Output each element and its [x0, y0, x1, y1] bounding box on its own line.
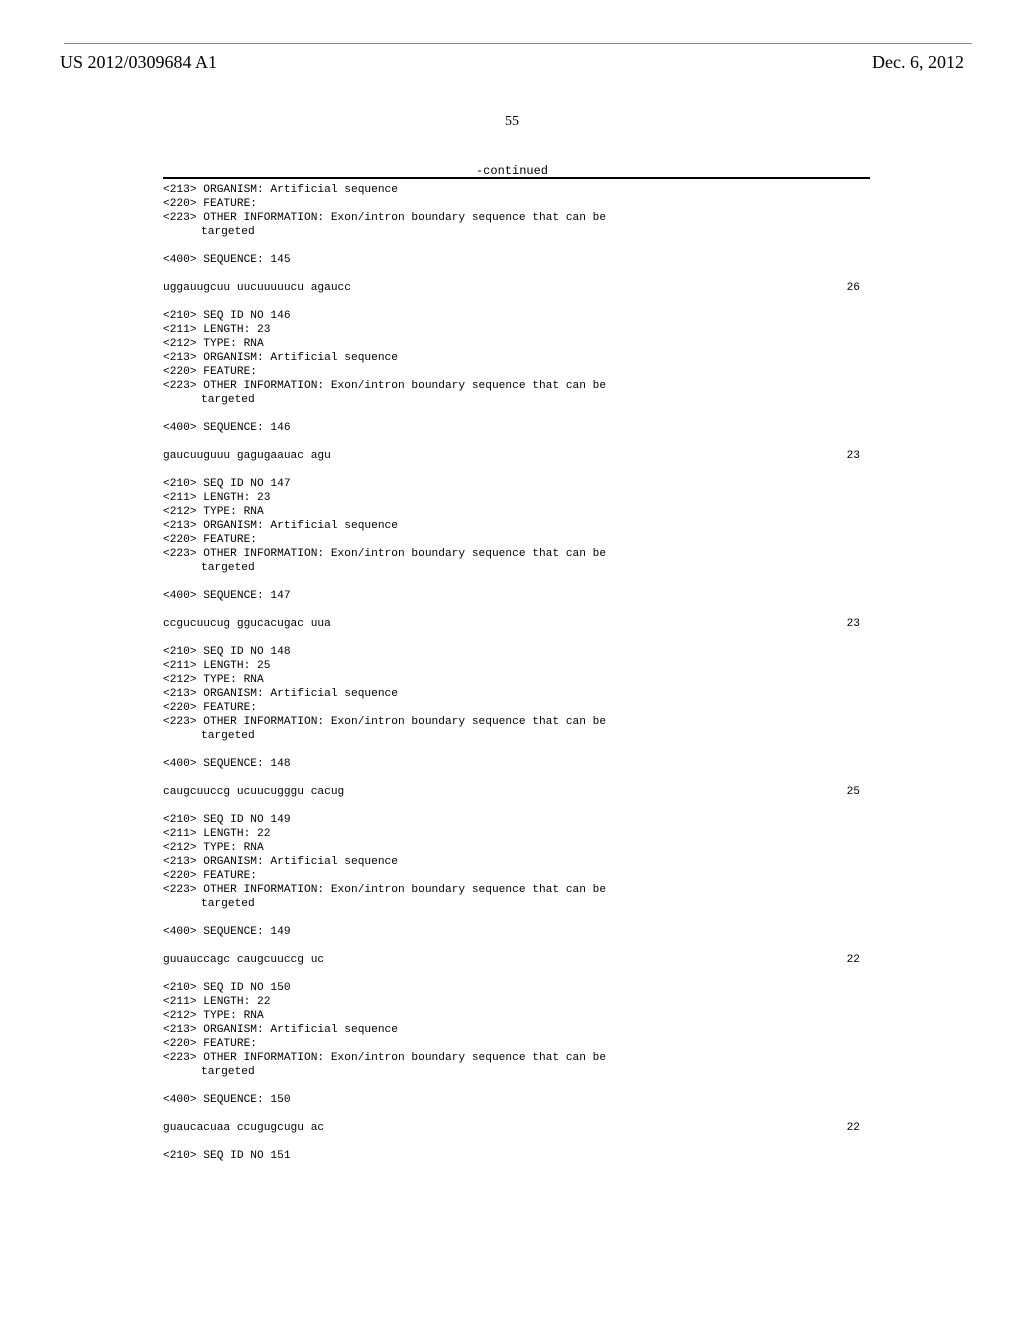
sequence-entry: <210> SEQ ID NO 150 <211> LENGTH: 22 <21… — [163, 981, 870, 1135]
sequence-length: 22 — [847, 953, 870, 967]
sequence-listing: <213> ORGANISM: Artificial sequence <220… — [163, 183, 870, 1163]
meta-line: <210> SEQ ID NO 146 — [163, 309, 870, 323]
meta-line: <220> FEATURE: — [163, 1037, 870, 1051]
meta-line: <213> ORGANISM: Artificial sequence — [163, 855, 870, 869]
sequence-length: 22 — [847, 1121, 870, 1135]
sequence-length: 23 — [847, 617, 870, 631]
meta-line: <211> LENGTH: 22 — [163, 827, 870, 841]
sequence-label: <400> SEQUENCE: 146 — [163, 421, 870, 435]
sequence-line: guuauccagc caugcuuccg uc 22 — [163, 953, 870, 967]
meta-line-indent: targeted — [163, 225, 870, 239]
meta-line: <211> LENGTH: 25 — [163, 659, 870, 673]
meta-line: <220> FEATURE: — [163, 197, 870, 211]
sequence-length: 23 — [847, 449, 870, 463]
meta-line: <211> LENGTH: 23 — [163, 491, 870, 505]
document-date: Dec. 6, 2012 — [872, 52, 964, 73]
meta-line: <211> LENGTH: 23 — [163, 323, 870, 337]
sequence-line: caugcuuccg ucuucugggu cacug 25 — [163, 785, 870, 799]
meta-line-indent: targeted — [163, 897, 870, 911]
sequence-text: ccgucuucug ggucacugac uua — [163, 617, 331, 631]
sequence-length: 25 — [847, 785, 870, 799]
meta-line-indent: targeted — [163, 729, 870, 743]
meta-line: <223> OTHER INFORMATION: Exon/intron bou… — [163, 211, 870, 225]
sequence-entry: <210> SEQ ID NO 146 <211> LENGTH: 23 <21… — [163, 309, 870, 463]
sequence-entry: <210> SEQ ID NO 149 <211> LENGTH: 22 <21… — [163, 813, 870, 967]
meta-line: <223> OTHER INFORMATION: Exon/intron bou… — [163, 547, 870, 561]
sequence-length: 26 — [847, 281, 870, 295]
sequence-metadata: <210> SEQ ID NO 149 <211> LENGTH: 22 <21… — [163, 813, 870, 911]
meta-line-indent: targeted — [163, 561, 870, 575]
meta-line: <213> ORGANISM: Artificial sequence — [163, 687, 870, 701]
sequence-text: uggauugcuu uucuuuuucu agaucc — [163, 281, 351, 295]
header-rule — [64, 43, 972, 44]
meta-line: <212> TYPE: RNA — [163, 1009, 870, 1023]
meta-line: <212> TYPE: RNA — [163, 337, 870, 351]
meta-line: <220> FEATURE: — [163, 365, 870, 379]
content-top-rule — [163, 177, 870, 179]
sequence-label: <400> SEQUENCE: 150 — [163, 1093, 870, 1107]
meta-line: <212> TYPE: RNA — [163, 673, 870, 687]
meta-line: <213> ORGANISM: Artificial sequence — [163, 1023, 870, 1037]
sequence-metadata: <210> SEQ ID NO 146 <211> LENGTH: 23 <21… — [163, 309, 870, 407]
meta-line-indent: targeted — [163, 1065, 870, 1079]
page-header: US 2012/0309684 A1 Dec. 6, 2012 — [0, 52, 1024, 73]
meta-line: <210> SEQ ID NO 148 — [163, 645, 870, 659]
meta-line: <223> OTHER INFORMATION: Exon/intron bou… — [163, 379, 870, 393]
sequence-metadata: <210> SEQ ID NO 148 <211> LENGTH: 25 <21… — [163, 645, 870, 743]
sequence-entry: <210> SEQ ID NO 148 <211> LENGTH: 25 <21… — [163, 645, 870, 799]
meta-line: <213> ORGANISM: Artificial sequence — [163, 183, 870, 197]
meta-line: <212> TYPE: RNA — [163, 505, 870, 519]
meta-line: <212> TYPE: RNA — [163, 841, 870, 855]
meta-line: <210> SEQ ID NO 147 — [163, 477, 870, 491]
sequence-entry: <213> ORGANISM: Artificial sequence <220… — [163, 183, 870, 295]
sequence-label: <400> SEQUENCE: 145 — [163, 253, 870, 267]
sequence-entry: <210> SEQ ID NO 147 <211> LENGTH: 23 <21… — [163, 477, 870, 631]
meta-line: <220> FEATURE: — [163, 533, 870, 547]
sequence-metadata: <210> SEQ ID NO 150 <211> LENGTH: 22 <21… — [163, 981, 870, 1079]
continued-label: -continued — [0, 164, 1024, 178]
trailing-entry: <210> SEQ ID NO 151 — [163, 1149, 870, 1163]
sequence-line: uggauugcuu uucuuuuucu agaucc 26 — [163, 281, 870, 295]
document-number: US 2012/0309684 A1 — [60, 52, 217, 72]
meta-line: <220> FEATURE: — [163, 869, 870, 883]
sequence-label: <400> SEQUENCE: 149 — [163, 925, 870, 939]
meta-line: <213> ORGANISM: Artificial sequence — [163, 519, 870, 533]
sequence-text: gaucuuguuu gagugaauac agu — [163, 449, 331, 463]
page-number: 55 — [0, 114, 1024, 130]
sequence-metadata: <213> ORGANISM: Artificial sequence <220… — [163, 183, 870, 239]
sequence-text: guaucacuaa ccugugcugu ac — [163, 1121, 324, 1135]
sequence-label: <400> SEQUENCE: 148 — [163, 757, 870, 771]
meta-line: <210> SEQ ID NO 150 — [163, 981, 870, 995]
sequence-line: guaucacuaa ccugugcugu ac 22 — [163, 1121, 870, 1135]
meta-line-indent: targeted — [163, 393, 870, 407]
meta-line: <210> SEQ ID NO 149 — [163, 813, 870, 827]
meta-line: <213> ORGANISM: Artificial sequence — [163, 351, 870, 365]
meta-line: <223> OTHER INFORMATION: Exon/intron bou… — [163, 1051, 870, 1065]
sequence-line: ccgucuucug ggucacugac uua 23 — [163, 617, 870, 631]
sequence-text: caugcuuccg ucuucugggu cacug — [163, 785, 344, 799]
meta-line: <220> FEATURE: — [163, 701, 870, 715]
sequence-text: guuauccagc caugcuuccg uc — [163, 953, 324, 967]
meta-line: <223> OTHER INFORMATION: Exon/intron bou… — [163, 715, 870, 729]
sequence-metadata: <210> SEQ ID NO 147 <211> LENGTH: 23 <21… — [163, 477, 870, 575]
meta-line: <223> OTHER INFORMATION: Exon/intron bou… — [163, 883, 870, 897]
sequence-line: gaucuuguuu gagugaauac agu 23 — [163, 449, 870, 463]
meta-line: <211> LENGTH: 22 — [163, 995, 870, 1009]
sequence-label: <400> SEQUENCE: 147 — [163, 589, 870, 603]
